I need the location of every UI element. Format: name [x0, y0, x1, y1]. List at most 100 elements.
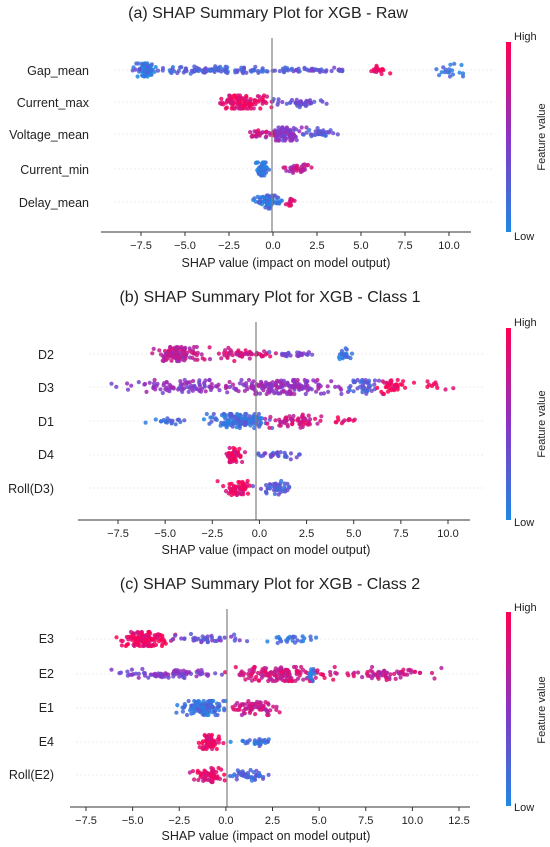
- shap-point: [135, 74, 140, 79]
- shap-point: [324, 101, 329, 106]
- shap-point: [392, 671, 397, 677]
- shap-point: [403, 385, 408, 390]
- shap-point: [369, 388, 374, 393]
- shap-point: [147, 380, 152, 385]
- shap-point: [284, 125, 289, 130]
- shap-point: [301, 677, 306, 682]
- shap-point: [227, 352, 232, 357]
- panel-b-tick-label: −5.0: [154, 528, 176, 540]
- panel-c-tick-label: −5.0: [122, 815, 144, 827]
- shap-point: [201, 712, 207, 718]
- shap-point: [351, 389, 356, 394]
- shap-point: [246, 699, 251, 704]
- shap-point: [285, 639, 290, 644]
- shap-point: [204, 746, 209, 752]
- shap-point: [182, 386, 187, 391]
- shap-point: [203, 389, 208, 394]
- shap-point: [170, 418, 175, 423]
- shap-point: [311, 668, 316, 673]
- panel-a-tick-label: −2.5: [218, 240, 240, 252]
- panel-a-feature-label-0: Gap_mean: [27, 64, 89, 78]
- shap-point: [216, 765, 221, 771]
- shap-point: [180, 709, 185, 714]
- shap-point: [284, 168, 289, 173]
- panel-c-feature-label-0: E3: [39, 632, 54, 646]
- shap-point: [264, 94, 270, 99]
- shap-point: [360, 390, 365, 395]
- panel-a: (a) SHAP Summary Plot for XGB - Raw −7.5…: [9, 5, 548, 270]
- shap-point: [207, 357, 213, 362]
- shap-point: [339, 351, 344, 356]
- shap-point: [303, 417, 308, 422]
- shap-point: [237, 704, 242, 709]
- shap-point: [239, 491, 244, 496]
- shap-point: [200, 741, 205, 746]
- shap-point: [194, 674, 199, 679]
- shap-point: [256, 411, 261, 417]
- shap-point: [274, 707, 279, 713]
- shap-point: [412, 669, 417, 674]
- shap-point: [262, 669, 268, 674]
- shap-point: [307, 128, 312, 133]
- shap-point: [385, 389, 391, 394]
- shap-point: [256, 128, 261, 133]
- shap-point: [349, 351, 355, 356]
- shap-point: [294, 455, 299, 460]
- shap-point: [383, 672, 388, 678]
- shap-point: [219, 420, 224, 425]
- shap-point: [246, 377, 252, 383]
- shap-point: [315, 377, 320, 383]
- shap-point: [335, 132, 340, 137]
- shap-point: [302, 65, 307, 70]
- shap-point: [262, 385, 267, 390]
- shap-point: [160, 673, 165, 679]
- shap-point: [157, 348, 162, 353]
- shap-point: [295, 377, 300, 383]
- shap-point: [308, 417, 313, 422]
- shap-point: [224, 385, 229, 390]
- shap-point: [248, 130, 253, 135]
- shap-point: [212, 775, 217, 781]
- shap-point: [245, 386, 250, 392]
- shap-point: [194, 353, 199, 358]
- shap-point: [321, 391, 326, 396]
- shap-point: [329, 379, 334, 384]
- shap-point: [244, 484, 249, 489]
- shap-point: [315, 126, 320, 131]
- panel-c-tick-label: −7.5: [75, 815, 97, 827]
- shap-point: [380, 67, 385, 72]
- shap-point: [268, 354, 273, 359]
- shap-point: [245, 639, 250, 644]
- shap-point: [233, 703, 238, 708]
- shap-point: [284, 101, 289, 106]
- shap-point: [261, 199, 266, 204]
- shap-point: [184, 68, 189, 74]
- shap-point: [457, 70, 462, 75]
- shap-point: [257, 200, 262, 205]
- shap-point: [314, 389, 319, 394]
- shap-point: [201, 417, 207, 422]
- shap-point: [231, 93, 236, 98]
- shap-point: [378, 671, 383, 676]
- panel-c-tick-label: 10.0: [402, 815, 423, 827]
- shap-point: [294, 127, 299, 132]
- shap-point: [434, 382, 439, 387]
- shap-point: [176, 417, 182, 422]
- shap-point: [210, 415, 215, 420]
- shap-point: [181, 675, 186, 680]
- shap-point: [233, 457, 238, 462]
- shap-point: [308, 637, 314, 642]
- shap-point: [332, 65, 337, 70]
- shap-point: [252, 425, 257, 431]
- shap-point: [237, 381, 242, 386]
- shap-point: [443, 70, 448, 75]
- shap-point: [281, 489, 286, 494]
- shap-point: [257, 773, 262, 779]
- shap-point: [248, 709, 253, 714]
- shap-point: [260, 673, 265, 678]
- panel-b-feature-label-2: D1: [38, 415, 54, 429]
- shap-point: [439, 70, 444, 75]
- shap-point: [271, 704, 276, 709]
- shap-point: [263, 130, 268, 135]
- shap-point: [313, 129, 318, 134]
